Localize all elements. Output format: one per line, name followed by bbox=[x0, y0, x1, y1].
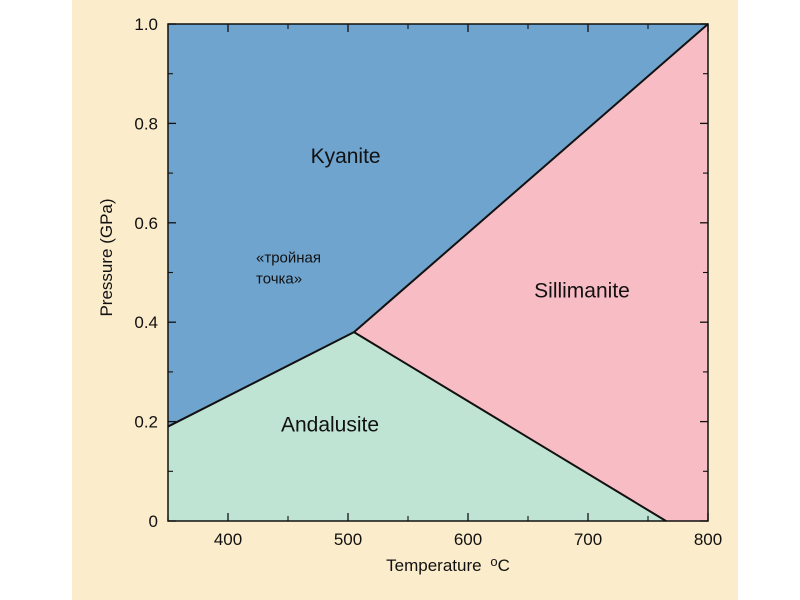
x-tick-label: 700 bbox=[574, 530, 602, 549]
boundaries-layer bbox=[167, 23, 709, 522]
region-label-andalusite: Andalusite bbox=[281, 414, 379, 437]
degree-o: o bbox=[490, 554, 497, 569]
x-tick-label: 500 bbox=[334, 530, 362, 549]
ticks-layer: 400 500 600 700 800 0 0.2 0.4 0.6 0.8 1.0 bbox=[134, 15, 722, 549]
x-axis-title-text: Temperature bbox=[386, 556, 481, 575]
y-tick-label: 1.0 bbox=[134, 15, 158, 34]
region-kyanite bbox=[168, 24, 708, 427]
region-label-kyanite: Kyanite bbox=[311, 145, 381, 168]
triple-point-annotation: «тройная точка» bbox=[256, 250, 321, 288]
x-axis-unit: oC bbox=[490, 554, 510, 575]
region-label-sillimanite: Sillimanite bbox=[534, 279, 630, 302]
annotation-line: точка» bbox=[256, 271, 302, 288]
region-sillimanite bbox=[354, 24, 708, 521]
region-labels-layer: Kyanite Sillimanite Andalusite «тройная точк… bbox=[256, 145, 630, 436]
y-tick-label: 0.4 bbox=[134, 313, 158, 332]
x-tick-label: 600 bbox=[454, 530, 482, 549]
phase-boundary-line bbox=[167, 331, 355, 428]
phase-boundary-line bbox=[353, 331, 667, 522]
y-tick-label: 0.8 bbox=[134, 114, 158, 133]
y-tick-label: 0 bbox=[149, 512, 158, 531]
x-tick-label: 400 bbox=[214, 530, 242, 549]
region-andalusite bbox=[168, 332, 666, 521]
unit-c: C bbox=[498, 556, 510, 575]
y-tick-label: 0.6 bbox=[134, 214, 158, 233]
regions-layer bbox=[168, 24, 708, 521]
phase-boundary-line bbox=[353, 23, 709, 333]
x-axis-title: Temperature oC bbox=[386, 554, 510, 575]
y-axis-title: Pressure (GPa) bbox=[97, 198, 116, 316]
x-tick-label: 800 bbox=[694, 530, 722, 549]
annotation-line: «тройная bbox=[256, 250, 321, 267]
y-tick-label: 0.2 bbox=[134, 413, 158, 432]
